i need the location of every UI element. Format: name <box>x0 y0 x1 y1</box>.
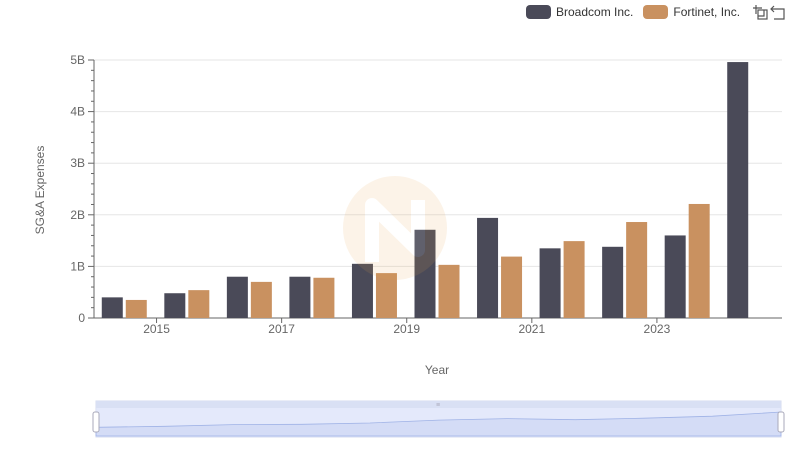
y-axis: 0 1B 2B 3B 4B 5B <box>70 53 95 325</box>
zoom-preview-line <box>95 411 782 437</box>
y-tick-label: 0 <box>78 311 85 325</box>
x-tick-label: 2021 <box>518 322 545 336</box>
bar-fortinet-2016[interactable] <box>250 281 272 318</box>
legend-item-broadcom[interactable]: Broadcom Inc. <box>526 5 633 19</box>
zoom-select-icon[interactable] <box>752 4 768 20</box>
zoom-handle-left[interactable] <box>92 411 100 433</box>
x-tick-label: 2015 <box>143 322 170 336</box>
bar-fortinet-2023[interactable] <box>688 203 710 318</box>
y-tick-label: 5B <box>70 53 85 67</box>
bar-fortinet-2017[interactable] <box>313 277 335 318</box>
bar-broadcom-2022[interactable] <box>602 246 624 318</box>
legend-item-fortinet[interactable]: Fortinet, Inc. <box>643 5 740 19</box>
bar-fortinet-2022[interactable] <box>626 222 648 318</box>
legend-label-fortinet: Fortinet, Inc. <box>673 5 741 19</box>
zoom-handle-right[interactable] <box>777 411 785 433</box>
y-tick-label: 2B <box>70 208 85 222</box>
bar-fortinet-2019[interactable] <box>438 264 460 318</box>
x-axis-title: Year <box>425 363 449 377</box>
bar-fortinet-2018[interactable] <box>375 273 397 318</box>
y-tick-label: 4B <box>70 105 85 119</box>
bar-fortinet-2020[interactable] <box>501 256 523 318</box>
data-zoom-slider[interactable]: ≡ <box>92 400 785 438</box>
zoom-drag-grip[interactable]: ≡ <box>436 402 440 409</box>
legend-swatch-broadcom <box>526 5 551 19</box>
y-axis-title: SG&A Expenses <box>33 146 47 235</box>
bar-broadcom-2019[interactable] <box>414 229 436 318</box>
x-tick-label: 2017 <box>268 322 295 336</box>
bar-broadcom-2018[interactable] <box>351 263 373 318</box>
bar-broadcom-2015[interactable] <box>164 293 186 318</box>
bar-broadcom-2014[interactable] <box>101 297 123 318</box>
legend-swatch-fortinet <box>643 5 669 19</box>
restore-icon[interactable] <box>770 4 786 20</box>
x-tick-label: 2023 <box>644 322 671 336</box>
y-tick-label: 3B <box>70 156 85 170</box>
watermark-logo <box>343 176 447 280</box>
zoom-top-bar[interactable] <box>96 401 781 408</box>
x-axis: 2015 2017 2019 2021 2023 <box>94 317 782 336</box>
bar-fortinet-2014[interactable] <box>125 299 147 318</box>
x-tick-label: 2019 <box>393 322 420 336</box>
bar-fortinet-2021[interactable] <box>563 241 585 318</box>
bar-broadcom-2020[interactable] <box>477 217 499 318</box>
legend-label-broadcom: Broadcom Inc. <box>556 5 634 19</box>
bar-broadcom-2021[interactable] <box>539 248 561 318</box>
bar-broadcom-2017[interactable] <box>289 276 311 318</box>
bar-broadcom-2024[interactable] <box>727 62 749 319</box>
legend: Broadcom Inc. Fortinet, Inc. <box>526 4 786 20</box>
y-tick-label: 1B <box>70 259 85 273</box>
bar-broadcom-2016[interactable] <box>226 276 248 318</box>
bar-fortinet-2015[interactable] <box>188 290 210 318</box>
bar-broadcom-2023[interactable] <box>664 235 686 318</box>
bars <box>101 62 749 319</box>
